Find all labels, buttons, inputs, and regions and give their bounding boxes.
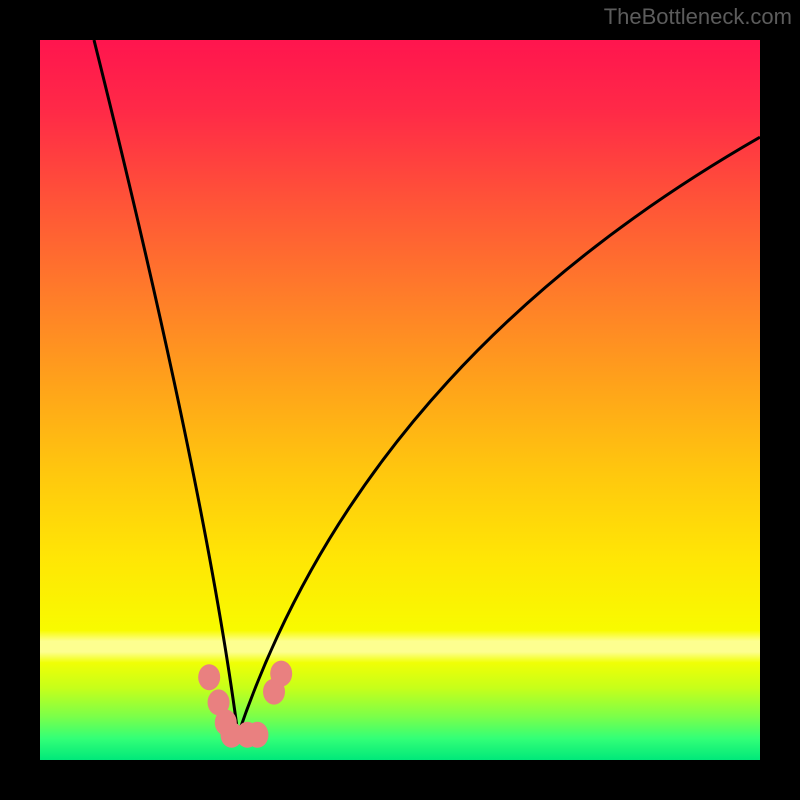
watermark-text: TheBottleneck.com xyxy=(604,4,792,30)
data-marker xyxy=(270,661,292,687)
data-marker xyxy=(246,722,268,748)
plot-background xyxy=(40,40,760,760)
stage: TheBottleneck.com xyxy=(0,0,800,800)
data-marker xyxy=(198,664,220,690)
chart-svg xyxy=(0,0,800,800)
